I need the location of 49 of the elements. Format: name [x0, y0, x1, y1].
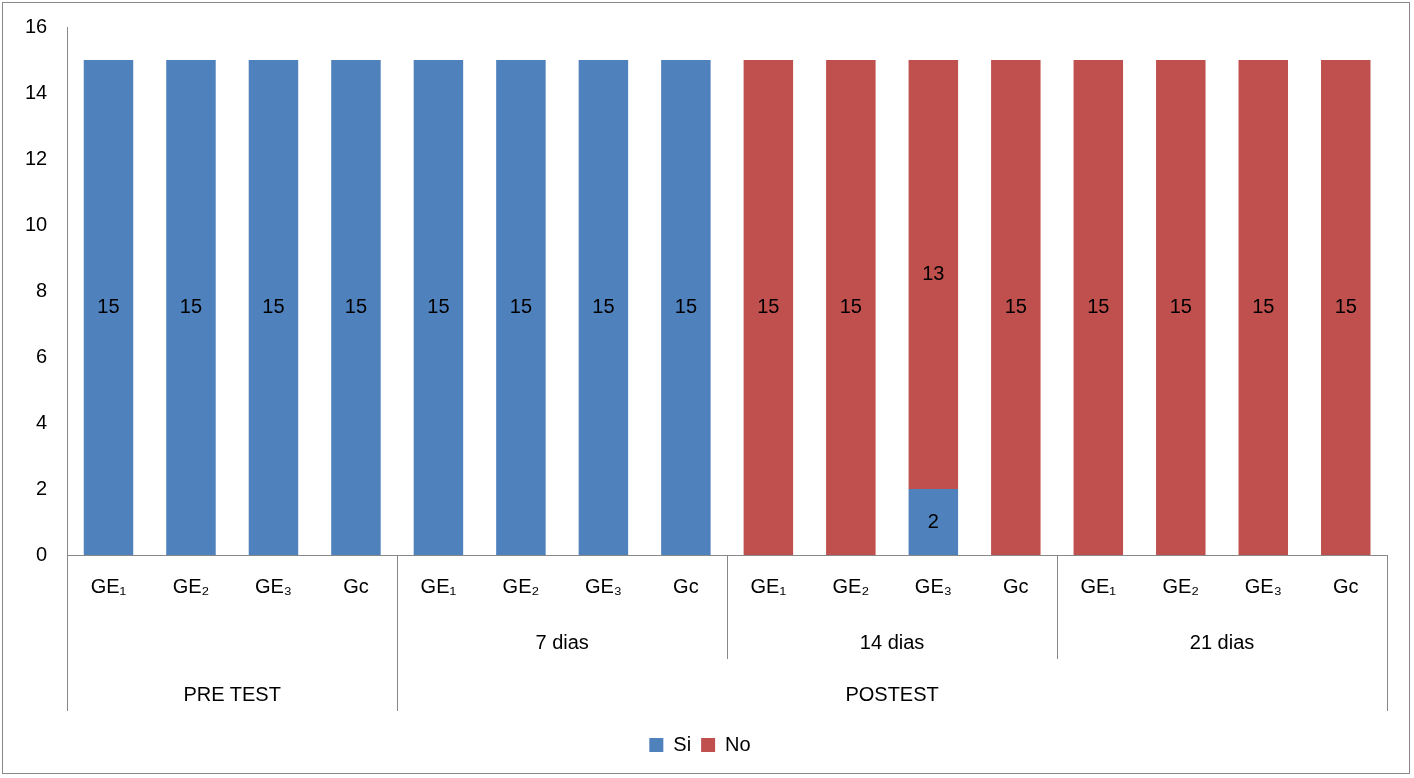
- data-label: 15: [757, 295, 780, 318]
- x-tick-label: Gc: [1003, 574, 1029, 597]
- x-tick-label: GE₂: [1162, 574, 1200, 597]
- x-tick-label: GE₃: [914, 574, 952, 597]
- y-tick-label: 10: [25, 212, 48, 235]
- data-label: 15: [1252, 295, 1275, 318]
- data-label: 15: [262, 295, 285, 318]
- x-tick-label: GE₃: [254, 574, 292, 597]
- x-tick-label: GE₁: [420, 574, 457, 597]
- x-tick-label: GE₁: [750, 574, 787, 597]
- legend-label: No: [725, 732, 751, 755]
- x-tick-label: Gc: [343, 574, 369, 597]
- x-tick-label: GE₁: [1080, 574, 1117, 597]
- data-label: 15: [1334, 295, 1357, 318]
- x-tick-label: GE₂: [832, 574, 870, 597]
- y-tick-label: 2: [36, 476, 48, 499]
- text: 7 dias: [535, 630, 589, 653]
- data-label: 15: [179, 295, 203, 318]
- data-label: 13: [922, 262, 945, 285]
- y-tick-label: 0: [36, 542, 48, 565]
- text: POSTEST: [845, 682, 939, 705]
- y-tick-label: 16: [25, 14, 48, 37]
- legend-label: Si: [673, 732, 692, 755]
- y-tick-label: 14: [25, 80, 48, 103]
- y-tick-label: 6: [36, 344, 48, 367]
- x-tick-label: GE₁: [90, 574, 127, 597]
- data-label: 2: [927, 509, 939, 532]
- data-label: 15: [839, 295, 862, 318]
- x-tick-label: GE₃: [1244, 574, 1282, 597]
- y-tick-label: 8: [36, 278, 48, 301]
- data-label: 15: [344, 295, 368, 318]
- data-label: 15: [97, 295, 120, 318]
- x-tick-label: Gc: [1332, 574, 1359, 597]
- data-label: 15: [427, 295, 450, 318]
- text: PRE TEST: [183, 682, 281, 705]
- data-label: 15: [592, 295, 615, 318]
- data-label: 15: [509, 295, 533, 318]
- y-tick-label: 12: [25, 146, 48, 169]
- data-label: 15: [1087, 295, 1110, 318]
- x-tick-label: GE₃: [584, 574, 622, 597]
- data-label: 15: [1169, 295, 1192, 318]
- x-tick-label: GE₂: [172, 574, 210, 597]
- x-tick-label: Gc: [673, 574, 699, 597]
- data-label: 15: [674, 295, 698, 318]
- y-tick-label: 4: [36, 410, 48, 433]
- text: 14 dias: [859, 630, 925, 653]
- data-label: 15: [1004, 295, 1027, 318]
- x-tick-label: GE₂: [502, 574, 540, 597]
- text: 21 dias: [1189, 630, 1255, 653]
